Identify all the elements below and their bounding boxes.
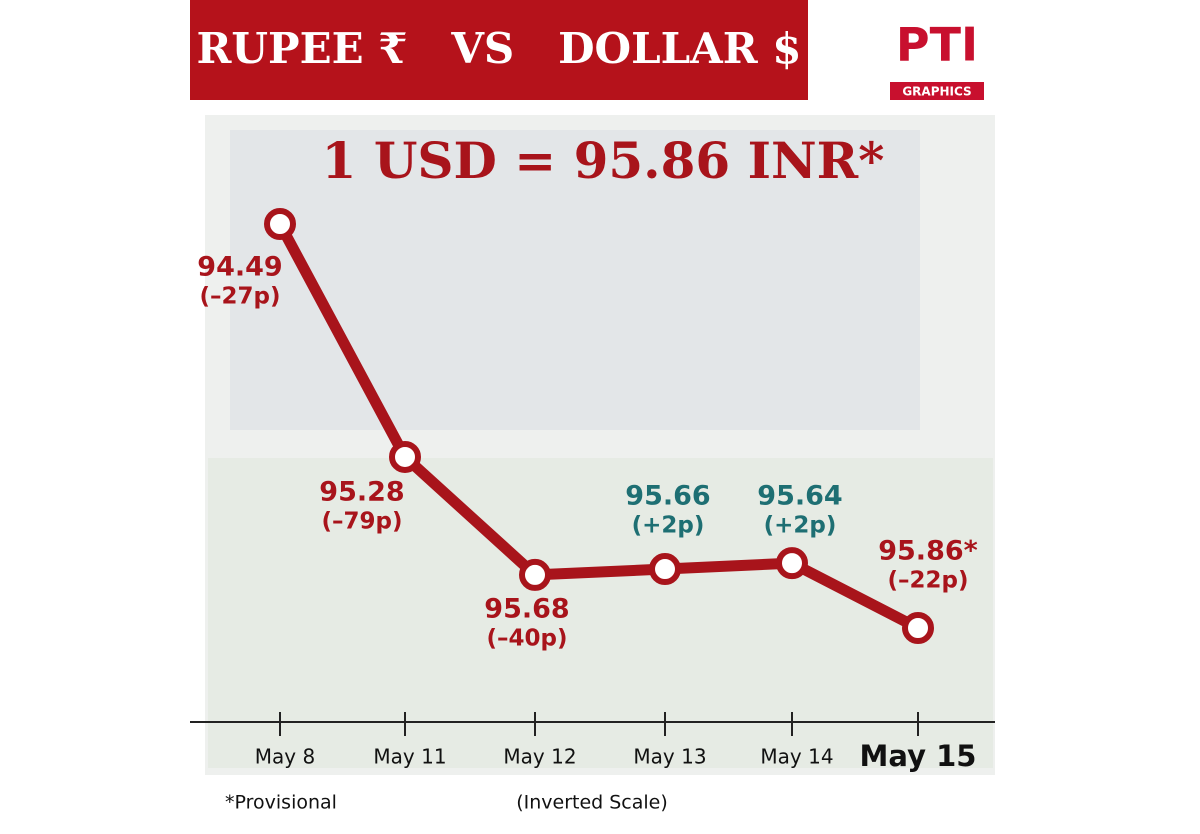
x-tick-label: May 8 xyxy=(255,745,315,769)
title-bar xyxy=(190,0,808,100)
footnote: *Provisional xyxy=(225,792,337,814)
line xyxy=(275,221,921,633)
rupee-note xyxy=(230,130,920,430)
logo-band xyxy=(890,82,984,100)
x-tick-label: May 13 xyxy=(633,745,706,769)
scale-note: (Inverted Scale) xyxy=(516,792,668,814)
point xyxy=(649,553,681,586)
x-tick-label: May 11 xyxy=(373,745,446,769)
x-tick-label: May 12 xyxy=(503,745,576,769)
headline: 1 USD = 95.86 INR* xyxy=(322,131,885,190)
point xyxy=(519,558,551,591)
value-label: 95.68 xyxy=(484,594,569,625)
change-label: (–79p) xyxy=(322,509,403,535)
dollar-note xyxy=(208,458,993,768)
logo: PTI xyxy=(896,18,978,72)
point xyxy=(389,440,421,473)
point xyxy=(776,547,808,580)
point xyxy=(902,612,934,644)
value-label: 95.28 xyxy=(319,477,404,508)
change-label: (+2p) xyxy=(764,513,837,539)
x-tick-label: May 15 xyxy=(860,739,977,773)
change-label: (+2p) xyxy=(632,513,705,539)
change-label: (–22p) xyxy=(888,568,969,594)
value-label: 95.86* xyxy=(878,536,978,567)
point xyxy=(264,208,296,240)
change-label: (–40p) xyxy=(487,626,568,652)
logo-subtitle: GRAPHICS xyxy=(902,85,971,99)
value-label: 95.64 xyxy=(757,481,842,512)
change-label: (–27p) xyxy=(200,284,281,310)
value-label: 94.49 xyxy=(197,252,282,283)
x-tick-label: May 14 xyxy=(760,745,833,769)
value-label: 95.66 xyxy=(625,481,710,512)
chart-title: RUPEE ₹ VS DOLLAR $ xyxy=(196,24,801,73)
